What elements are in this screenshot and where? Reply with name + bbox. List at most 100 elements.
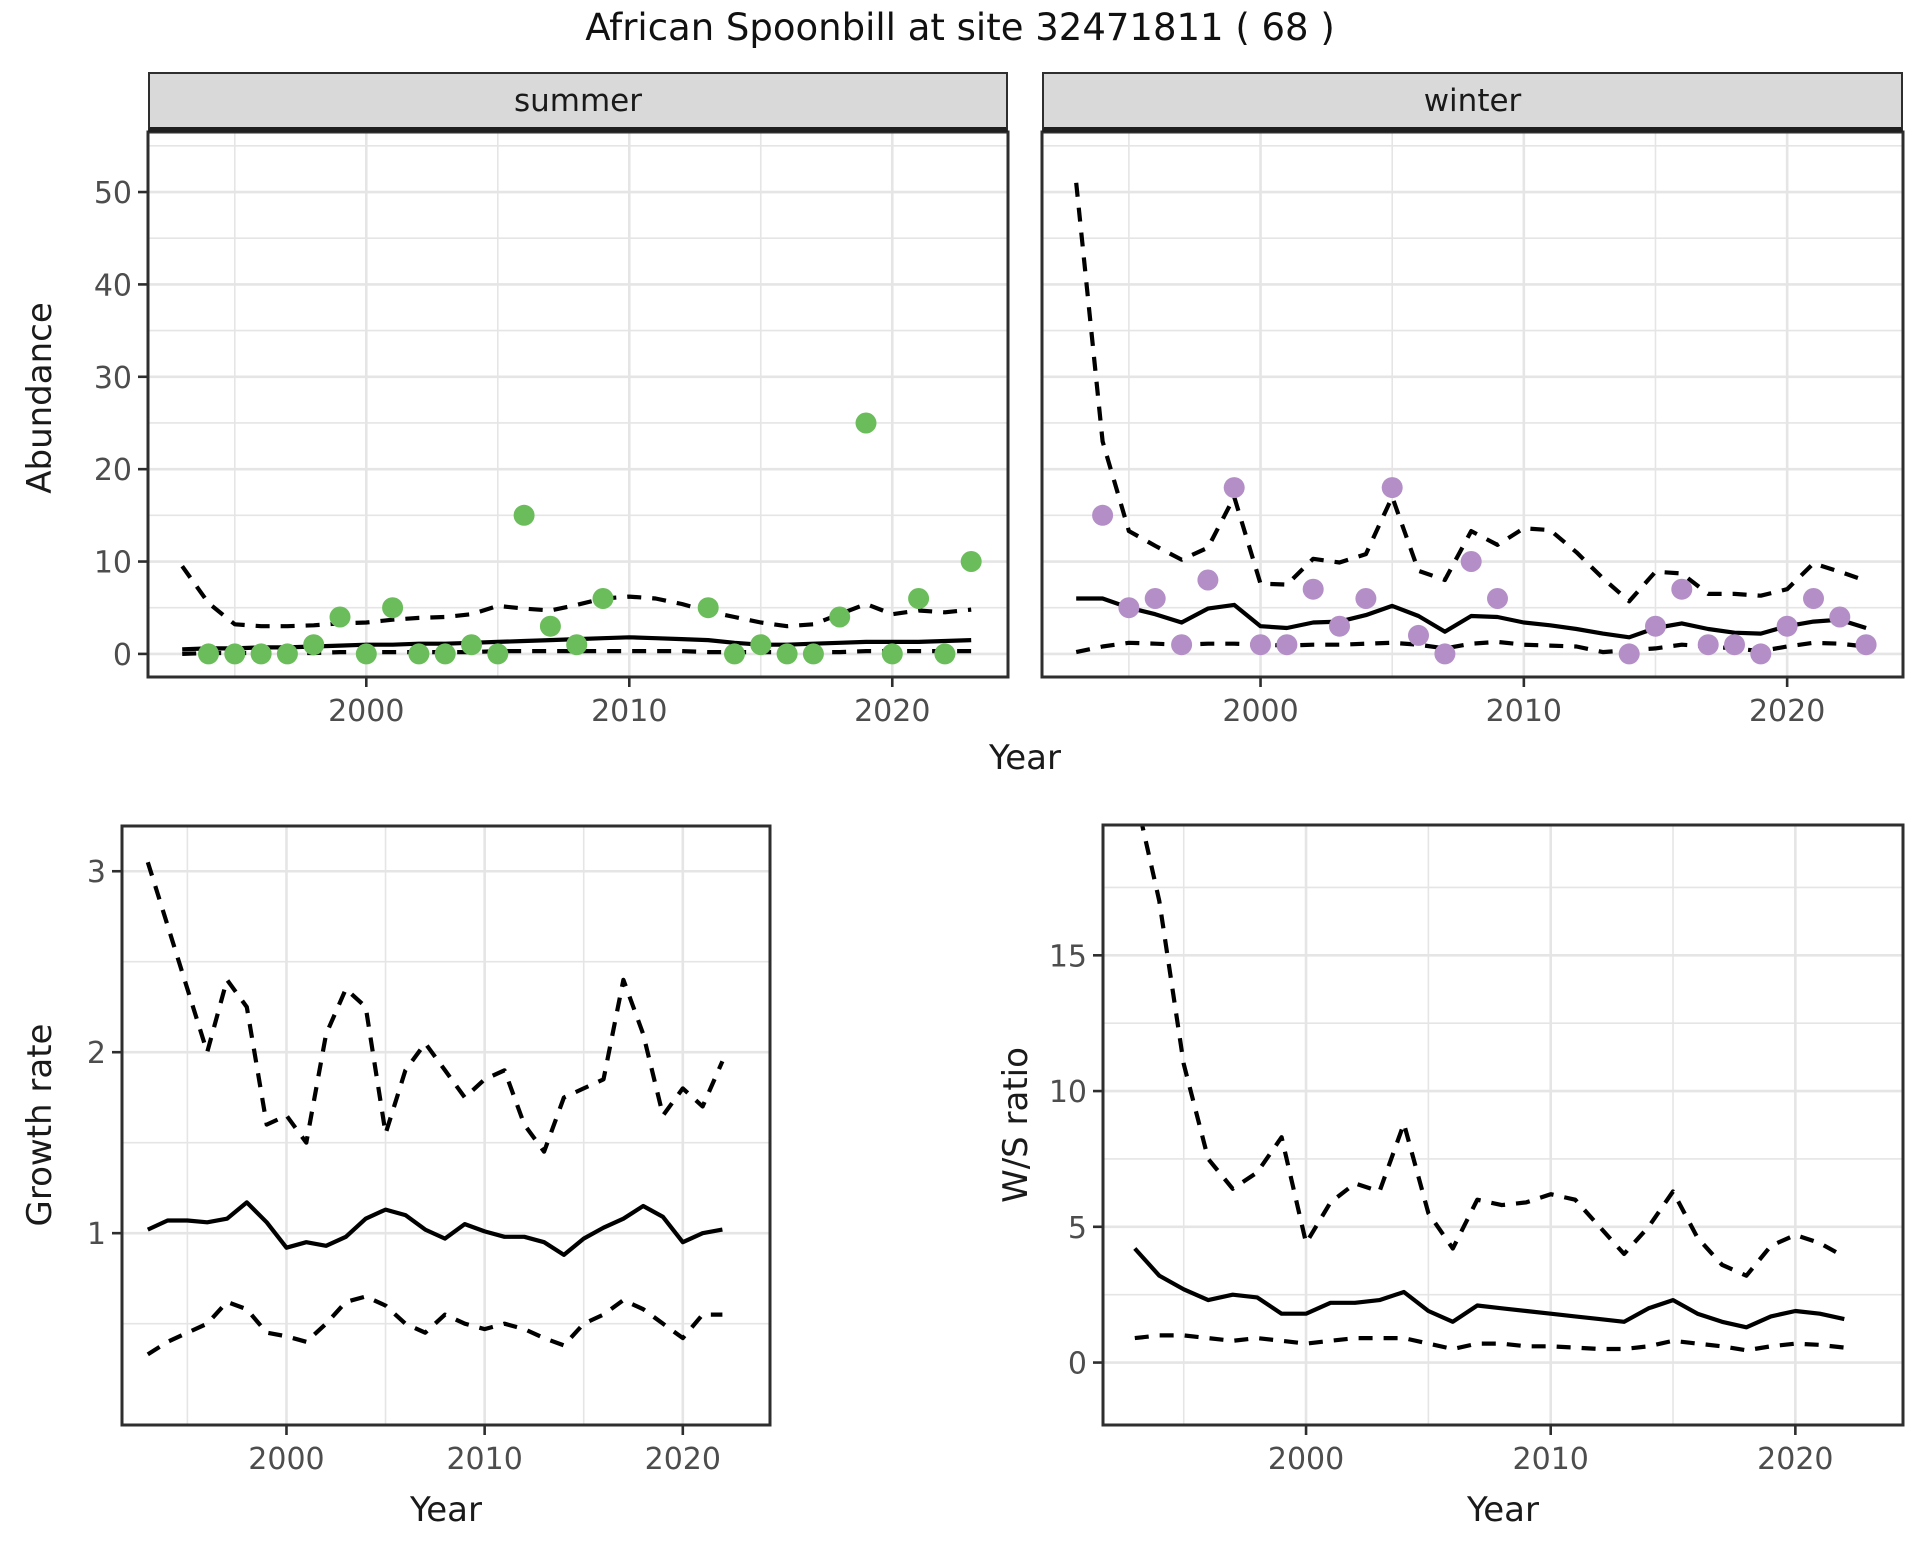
abundance-summer-point <box>908 588 930 609</box>
abundance-winter-point <box>1092 504 1114 526</box>
abundance-winter-point <box>1487 588 1508 609</box>
page-title: African Spoonbill at site 32471811 ( 68 … <box>585 6 1335 49</box>
abundance-winter-point <box>1355 588 1377 609</box>
abundance-summer-ytick-label: 20 <box>94 453 132 488</box>
abundance-winter-point <box>1829 606 1851 628</box>
abundance-winter-point <box>1329 615 1350 637</box>
abundance-axis-title: Abundance <box>20 302 60 494</box>
abundance-winter-point <box>1697 634 1719 656</box>
growth-rate-median-line <box>146 1200 723 1257</box>
ws-ratio-upper_ci-line <box>1140 825 1846 1278</box>
abundance-summer-point <box>303 634 325 656</box>
abundance-summer-upper_ci-line <box>180 564 972 629</box>
panel-growth-rate: 2000 2010 2020 1 2 3 <box>87 824 772 1477</box>
growth-rate-upper_ci-line <box>145 861 725 1154</box>
growth-rate-ytick-label: 3 <box>87 855 106 890</box>
abundance-winter-point <box>1750 643 1772 665</box>
abundance-summer-point <box>855 412 877 434</box>
panel-abundance-summer: 2000 2010 2020 0 10 20 30 40 50 <box>94 130 1010 729</box>
facet-strip-winter: winter <box>1042 72 1903 132</box>
abundance-summer-point <box>829 606 851 628</box>
ws-ratio-ytick-label: 0 <box>1068 1347 1087 1382</box>
abundance-winter-point <box>1118 597 1140 619</box>
abundance-winter-point <box>1197 569 1219 591</box>
growth-rate-ytick-label: 1 <box>87 1217 106 1252</box>
growth-rate-xtick-label: 2020 <box>645 1442 721 1477</box>
abundance-summer-point <box>539 615 561 637</box>
gridlines-abundance-winter <box>1042 132 1903 677</box>
ws-ratio-ytick-label: 5 <box>1068 1211 1087 1246</box>
growth-rate-ytick-label: 2 <box>87 1036 106 1071</box>
ws-ratio-xtick-label: 2000 <box>1268 1442 1344 1477</box>
abundance-winter-point <box>1645 615 1666 637</box>
abundance-winter-xtick-label: 2020 <box>1749 694 1825 729</box>
abundance-winter-xtick-label: 2000 <box>1222 694 1298 729</box>
abundance-summer-point <box>461 634 482 656</box>
gridlines-growth-rate <box>122 826 770 1425</box>
abundance-winter-xtick-label: 2010 <box>1486 694 1562 729</box>
gridlines-abundance-summer <box>148 132 1008 677</box>
abundance-summer-point <box>750 634 772 656</box>
abundance-summer-point <box>250 643 272 665</box>
growth-rate-axis-title: Growth rate <box>20 1023 60 1227</box>
abundance-winter-point <box>1618 643 1640 665</box>
abundance-summer-point <box>198 643 219 665</box>
abundance-winter-point <box>1302 578 1324 600</box>
abundance-summer-point <box>382 597 404 619</box>
abundance-winter-point <box>1434 643 1456 665</box>
ws-ratio-xtick-label: 2020 <box>1757 1442 1833 1477</box>
abundance-winter-point <box>1381 477 1403 499</box>
abundance-summer-ytick-label: 30 <box>94 361 132 396</box>
panel-ws-ratio: 2000 2010 2020 0 5 10 15 <box>1049 823 1905 1477</box>
panel-abundance-winter: 2000 2010 2020 <box>1040 130 1905 729</box>
abundance-summer-xtick-label: 2010 <box>591 694 667 729</box>
abundance-summer-ytick-label: 40 <box>94 268 132 303</box>
facet-strip-summer: summer <box>148 72 1008 132</box>
abundance-winter-point <box>1276 634 1298 656</box>
year-axis-title-top: Year <box>989 738 1061 778</box>
ws-ratio-ytick-label: 15 <box>1049 939 1087 974</box>
abundance-winter-point <box>1250 634 1271 656</box>
abundance-summer-point <box>776 643 798 665</box>
abundance-winter-point <box>1144 588 1166 609</box>
abundance-winter-point <box>1671 578 1693 600</box>
abundance-summer-point <box>960 551 982 572</box>
abundance-summer-point <box>881 643 903 665</box>
ws-ratio-median-line <box>1133 1247 1845 1330</box>
abundance-winter-points <box>1092 477 1877 665</box>
ws-ratio-xtick-label: 2010 <box>1513 1442 1589 1477</box>
abundance-summer-point <box>487 643 509 665</box>
abundance-winter-point <box>1223 477 1245 499</box>
ws-ratio-axis-title: W/S ratio <box>996 1047 1036 1203</box>
abundance-winter-point <box>1171 634 1193 656</box>
year-axis-title-ws: Year <box>1467 1490 1539 1530</box>
abundance-summer-points <box>198 412 982 665</box>
abundance-winter-point <box>1460 551 1482 572</box>
abundance-summer-point <box>408 643 430 665</box>
facet-strip-summer-label: summer <box>513 82 642 119</box>
abundance-summer-point <box>224 643 246 665</box>
abundance-summer-point <box>724 643 745 665</box>
abundance-summer-point <box>934 643 956 665</box>
abundance-summer-point <box>592 588 614 609</box>
abundance-winter-median-line <box>1076 596 1867 640</box>
abundance-summer-point <box>329 606 351 628</box>
abundance-summer-point <box>355 643 377 665</box>
abundance-winter-point <box>1724 634 1745 656</box>
abundance-summer-ytick-label: 10 <box>94 546 132 581</box>
growth-rate-xtick-label: 2000 <box>248 1442 324 1477</box>
facet-strip-winter-label: winter <box>1423 82 1522 119</box>
year-axis-title-growth: Year <box>410 1490 482 1530</box>
abundance-summer-point <box>802 643 824 665</box>
abundance-summer-xtick-label: 2020 <box>854 694 930 729</box>
abundance-summer-xtick-label: 2000 <box>328 694 404 729</box>
abundance-summer-point <box>276 643 298 665</box>
abundance-summer-point <box>697 597 719 619</box>
abundance-summer-point <box>434 643 456 665</box>
abundance-winter-upper_ci-line <box>1074 182 1867 604</box>
abundance-summer-point <box>513 504 535 526</box>
abundance-winter-point <box>1776 615 1798 637</box>
growth-rate-xtick-label: 2010 <box>446 1442 522 1477</box>
abundance-summer-ytick-label: 50 <box>94 176 132 211</box>
